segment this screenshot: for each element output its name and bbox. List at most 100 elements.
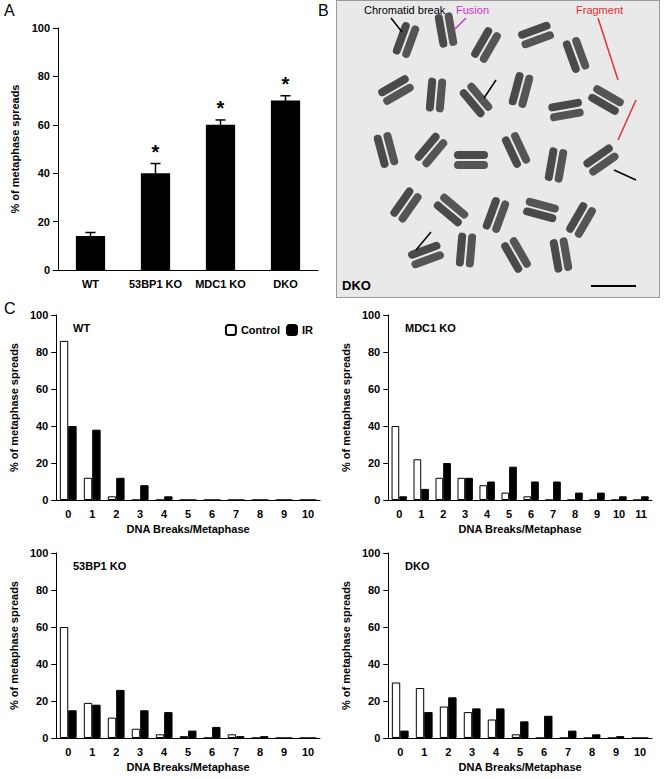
svg-text:5: 5 <box>185 746 191 758</box>
svg-text:7: 7 <box>233 746 239 758</box>
svg-text:40: 40 <box>36 420 48 432</box>
svg-text:8: 8 <box>257 746 263 758</box>
svg-text:11: 11 <box>635 508 647 520</box>
svg-text:% of metaphase spreads: % of metaphase spreads <box>8 343 20 472</box>
svg-text:0: 0 <box>374 732 380 744</box>
svg-text:20: 20 <box>36 695 48 707</box>
svg-text:% of metaphase spreads: % of metaphase spreads <box>8 581 20 710</box>
svg-text:0: 0 <box>42 494 48 506</box>
svg-text:WT: WT <box>73 322 90 334</box>
svg-text:8: 8 <box>589 746 595 758</box>
svg-text:0: 0 <box>374 494 380 506</box>
svg-text:60: 60 <box>36 621 48 633</box>
svg-text:1: 1 <box>421 746 427 758</box>
svg-text:100: 100 <box>362 309 380 321</box>
svg-text:10: 10 <box>634 746 646 758</box>
svg-text:8: 8 <box>572 508 578 520</box>
svg-text:% of metaphase spreads: % of metaphase spreads <box>340 343 352 472</box>
svg-text:9: 9 <box>594 508 600 520</box>
svg-text:MDC1 KO: MDC1 KO <box>405 322 456 334</box>
svg-text:20: 20 <box>38 216 50 228</box>
svg-text:9: 9 <box>613 746 619 758</box>
svg-text:3: 3 <box>469 746 475 758</box>
svg-text:DKO: DKO <box>405 560 430 572</box>
svg-text:8: 8 <box>257 508 263 520</box>
svg-text:2: 2 <box>440 508 446 520</box>
svg-text:20: 20 <box>368 695 380 707</box>
svg-text:80: 80 <box>368 346 380 358</box>
svg-text:80: 80 <box>36 584 48 596</box>
svg-text:20: 20 <box>368 457 380 469</box>
svg-text:10: 10 <box>613 508 625 520</box>
svg-text:Chromatid break: Chromatid break <box>364 4 446 16</box>
svg-text:9: 9 <box>281 746 287 758</box>
svg-text:4: 4 <box>161 746 168 758</box>
svg-text:DKO: DKO <box>342 278 371 293</box>
svg-text:10: 10 <box>302 508 314 520</box>
svg-text:80: 80 <box>38 70 50 82</box>
svg-text:10: 10 <box>302 746 314 758</box>
svg-text:Fusion: Fusion <box>456 4 489 16</box>
svg-text:40: 40 <box>368 658 380 670</box>
svg-text:80: 80 <box>368 584 380 596</box>
svg-text:Control: Control <box>241 324 280 336</box>
svg-text:40: 40 <box>36 658 48 670</box>
svg-text:Fragment: Fragment <box>576 4 623 16</box>
svg-text:5: 5 <box>185 508 191 520</box>
svg-text:2: 2 <box>445 746 451 758</box>
svg-text:100: 100 <box>362 547 380 559</box>
svg-text:*: * <box>152 141 160 163</box>
svg-text:DNA Breaks/Metaphase: DNA Breaks/Metaphase <box>459 761 582 773</box>
svg-text:MDC1 KO: MDC1 KO <box>195 278 246 290</box>
svg-text:4: 4 <box>161 508 168 520</box>
svg-text:4: 4 <box>484 508 491 520</box>
svg-text:3: 3 <box>137 508 143 520</box>
svg-text:80: 80 <box>36 346 48 358</box>
svg-text:9: 9 <box>281 508 287 520</box>
svg-text:4: 4 <box>493 746 500 758</box>
svg-text:DKO: DKO <box>273 278 298 290</box>
svg-text:60: 60 <box>36 383 48 395</box>
svg-text:60: 60 <box>368 383 380 395</box>
svg-text:6: 6 <box>209 508 215 520</box>
svg-text:6: 6 <box>541 746 547 758</box>
svg-text:40: 40 <box>38 167 50 179</box>
svg-text:1: 1 <box>89 508 95 520</box>
svg-text:0: 0 <box>44 264 50 276</box>
svg-text:0: 0 <box>397 746 403 758</box>
svg-text:DNA Breaks/Metaphase: DNA Breaks/Metaphase <box>127 523 250 535</box>
svg-text:DNA Breaks/Metaphase: DNA Breaks/Metaphase <box>459 523 582 535</box>
svg-text:% of metaphase spreads: % of metaphase spreads <box>9 85 21 214</box>
svg-text:*: * <box>217 97 225 119</box>
svg-text:60: 60 <box>38 119 50 131</box>
svg-text:20: 20 <box>36 457 48 469</box>
svg-text:40: 40 <box>368 420 380 432</box>
svg-text:0: 0 <box>65 508 71 520</box>
svg-text:7: 7 <box>550 508 556 520</box>
svg-text:7: 7 <box>233 508 239 520</box>
svg-text:100: 100 <box>30 309 48 321</box>
svg-text:IR: IR <box>302 324 313 336</box>
svg-text:0: 0 <box>65 746 71 758</box>
svg-text:6: 6 <box>528 508 534 520</box>
svg-text:0: 0 <box>42 732 48 744</box>
svg-text:7: 7 <box>565 746 571 758</box>
svg-text:2: 2 <box>113 508 119 520</box>
svg-text:53BP1 KO: 53BP1 KO <box>73 560 127 572</box>
svg-text:60: 60 <box>368 621 380 633</box>
svg-text:53BP1 KO: 53BP1 KO <box>129 278 183 290</box>
svg-text:6: 6 <box>209 746 215 758</box>
svg-text:1: 1 <box>418 508 424 520</box>
svg-text:2: 2 <box>113 746 119 758</box>
svg-text:3: 3 <box>137 746 143 758</box>
svg-text:100: 100 <box>32 22 50 34</box>
svg-text:5: 5 <box>517 746 523 758</box>
svg-text:% of metaphase spreads: % of metaphase spreads <box>340 581 352 710</box>
svg-text:5: 5 <box>506 508 512 520</box>
svg-text:1: 1 <box>89 746 95 758</box>
svg-text:0: 0 <box>396 508 402 520</box>
svg-text:100: 100 <box>30 547 48 559</box>
svg-text:*: * <box>282 73 290 95</box>
svg-text:3: 3 <box>462 508 468 520</box>
svg-text:DNA Breaks/Metaphase: DNA Breaks/Metaphase <box>127 761 250 773</box>
